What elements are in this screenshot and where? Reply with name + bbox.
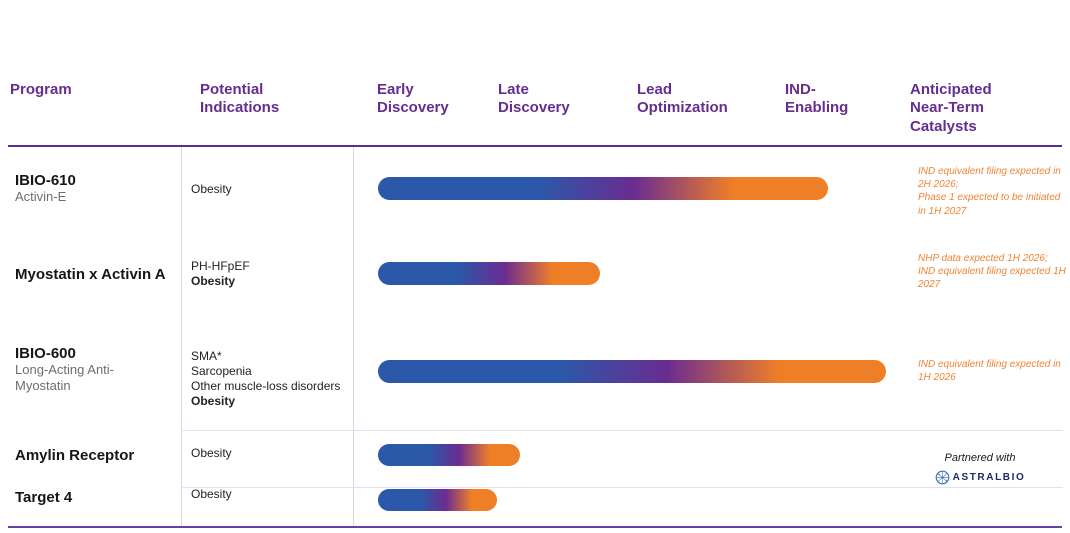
- program-ibio-610: IBIO-610 Activin-E: [15, 172, 180, 205]
- indications-myostatin-activin-a: PH-HFpEF Obesity: [191, 259, 356, 289]
- indication-item: Obesity: [191, 487, 232, 501]
- stage-bar-ibio-600: [378, 360, 886, 383]
- column-header-ind-enabling: IND- Enabling: [785, 81, 849, 117]
- indications-target-4: Obesity: [191, 487, 356, 502]
- program-amylin-receptor: Amylin Receptor: [15, 447, 180, 464]
- partnered-with-label: Partnered with: [944, 452, 1016, 464]
- column-header-program: Program: [10, 81, 72, 98]
- column-divider-indications: [353, 147, 354, 527]
- program-ibio-600: IBIO-600 Long-Acting Anti- Myostatin: [15, 345, 180, 393]
- indication-item: Obesity: [191, 182, 232, 196]
- bottom-divider-line: [8, 526, 1062, 528]
- indication-item: Obesity: [191, 446, 232, 460]
- indication-item: Obesity: [191, 394, 236, 408]
- row-divider: [181, 430, 1063, 431]
- indications-ibio-600: SMA* Sarcopenia Other muscle-loss disord…: [191, 349, 356, 409]
- program-subtitle: Long-Acting Anti- Myostatin: [15, 362, 115, 393]
- catalyst-ibio-610: IND equivalent filing expected in 2H 202…: [918, 166, 1061, 217]
- column-divider-program: [181, 147, 182, 527]
- catalyst-myostatin-activin-a: NHP data expected 1H 2026; IND equivalen…: [918, 253, 1066, 291]
- column-header-indications: Potential Indications: [200, 81, 280, 117]
- program-name: IBIO-600: [15, 345, 76, 362]
- stage-bar-amylin-receptor: [378, 444, 520, 466]
- column-header-catalysts: Anticipated Near-Term Catalysts: [910, 81, 992, 135]
- header-divider-line: [8, 145, 1062, 147]
- program-subtitle: Activin-E: [15, 189, 67, 204]
- row-divider: [181, 487, 1063, 488]
- column-header-late-discovery: Late Discovery: [498, 81, 570, 117]
- stage-bar-target-4: [378, 489, 497, 511]
- indication-item: Obesity: [191, 274, 236, 288]
- program-name: Amylin Receptor: [15, 447, 135, 464]
- globe-network-icon: [935, 470, 950, 485]
- indication-item: SMA*: [191, 349, 222, 363]
- stage-bar-ibio-610: [378, 177, 828, 200]
- indication-item: Other muscle-loss disorders: [191, 379, 341, 393]
- stage-bar-myostatin-activin-a: [378, 262, 600, 285]
- program-myostatin-activin-a: Myostatin x Activin A: [15, 266, 195, 283]
- partner-block: Partnered with ASTRALBIO: [905, 452, 1055, 485]
- indications-amylin-receptor: Obesity: [191, 446, 356, 461]
- program-name: Target 4: [15, 489, 73, 506]
- indications-ibio-610: Obesity: [191, 182, 356, 197]
- catalyst-ibio-600: IND equivalent filing expected in 1H 202…: [918, 359, 1061, 384]
- column-header-lead-optimization: Lead Optimization: [637, 81, 728, 117]
- program-target-4: Target 4: [15, 489, 180, 506]
- column-header-early-discovery: Early Discovery: [377, 81, 449, 117]
- indication-item: Sarcopenia: [191, 364, 252, 378]
- program-name: IBIO-610: [15, 172, 76, 189]
- indication-item: PH-HFpEF: [191, 259, 250, 273]
- astralbio-logo: ASTRALBIO: [905, 470, 1055, 485]
- program-name: Myostatin x Activin A: [15, 266, 166, 283]
- partner-name: ASTRALBIO: [952, 472, 1026, 483]
